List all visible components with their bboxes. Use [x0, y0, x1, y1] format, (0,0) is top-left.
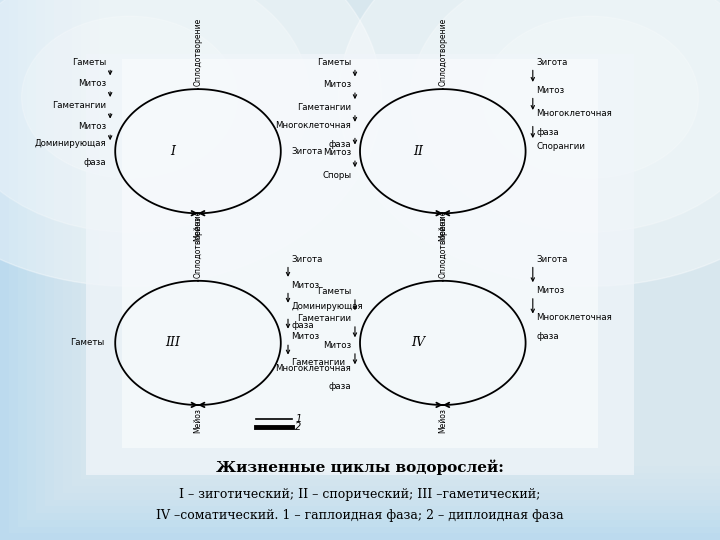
Text: 2: 2 — [295, 422, 302, 431]
Text: Гаметангии: Гаметангии — [297, 314, 351, 323]
Text: III: III — [166, 336, 181, 349]
Text: Доминирующая: Доминирующая — [35, 139, 107, 148]
Text: Гаметангии: Гаметангии — [297, 103, 351, 112]
Text: Мейоз: Мейоз — [438, 216, 447, 241]
Text: I: I — [171, 145, 176, 158]
Bar — [122, 59, 598, 448]
Text: Митоз: Митоз — [323, 341, 351, 350]
Text: Митоз: Митоз — [323, 80, 351, 89]
Text: Многоклеточная: Многоклеточная — [276, 363, 351, 373]
Text: Митоз: Митоз — [323, 148, 351, 157]
Circle shape — [0, 0, 382, 286]
Text: Оплодотворение: Оплодотворение — [194, 18, 202, 86]
Text: Многоклеточная: Многоклеточная — [536, 313, 612, 322]
Text: IV: IV — [411, 336, 425, 349]
Text: Зигота: Зигота — [292, 147, 323, 156]
Text: Митоз: Митоз — [536, 286, 564, 295]
Text: Митоз: Митоз — [292, 281, 320, 289]
Text: фаза: фаза — [84, 158, 107, 167]
Bar — [81, 0, 720, 480]
Text: Многоклеточная: Многоклеточная — [536, 109, 612, 118]
Text: I – зиготический; II – спорический; III –гаметический;: I – зиготический; II – спорический; III … — [179, 488, 541, 501]
Text: Митоз: Митоз — [78, 123, 107, 131]
Text: Митоз: Митоз — [536, 86, 564, 94]
Text: фаза: фаза — [329, 140, 351, 149]
Circle shape — [0, 0, 310, 232]
Text: Спорангии: Спорангии — [536, 142, 585, 151]
Text: Гаметы: Гаметы — [317, 58, 351, 66]
Text: фаза: фаза — [329, 382, 351, 392]
Text: Митоз: Митоз — [292, 333, 320, 341]
Text: Зигота: Зигота — [536, 255, 568, 264]
Text: Оплодотворение: Оплодотворение — [438, 18, 447, 86]
Text: фаза: фаза — [536, 332, 559, 341]
Text: фаза: фаза — [536, 128, 559, 137]
Text: Зигота: Зигота — [292, 255, 323, 264]
Text: 1: 1 — [295, 414, 302, 424]
Text: Митоз: Митоз — [78, 79, 107, 88]
Text: II: II — [413, 145, 423, 158]
Bar — [86, 54, 634, 475]
Text: Доминирующая: Доминирующая — [292, 302, 363, 311]
Bar — [90, 0, 720, 472]
Text: Гаметангии: Гаметангии — [53, 101, 107, 110]
Bar — [99, 0, 720, 465]
Text: Мейоз: Мейоз — [194, 216, 202, 241]
Text: Зигота: Зигота — [536, 58, 568, 66]
Text: Гаметы: Гаметы — [72, 58, 107, 66]
Text: Многоклеточная: Многоклеточная — [276, 121, 351, 130]
Text: Оплодотворение: Оплодотворение — [194, 210, 202, 278]
Circle shape — [22, 16, 238, 178]
Text: Споры: Споры — [323, 171, 351, 180]
Text: Мейоз: Мейоз — [194, 408, 202, 433]
Text: Мейоз: Мейоз — [438, 408, 447, 433]
Text: Жизненные циклы водорослей:: Жизненные циклы водорослей: — [216, 460, 504, 475]
Circle shape — [338, 0, 720, 286]
Text: фаза: фаза — [292, 321, 314, 330]
Text: IV –соматический. 1 – гаплоидная фаза; 2 – диплоидная фаза: IV –соматический. 1 – гаплоидная фаза; 2… — [156, 509, 564, 522]
Text: Гаметангии: Гаметангии — [292, 359, 346, 367]
Text: Гаметы: Гаметы — [70, 339, 104, 347]
Text: Оплодотворение: Оплодотворение — [438, 210, 447, 278]
Circle shape — [410, 0, 720, 232]
Circle shape — [482, 16, 698, 178]
Text: Гаметы: Гаметы — [317, 287, 351, 296]
